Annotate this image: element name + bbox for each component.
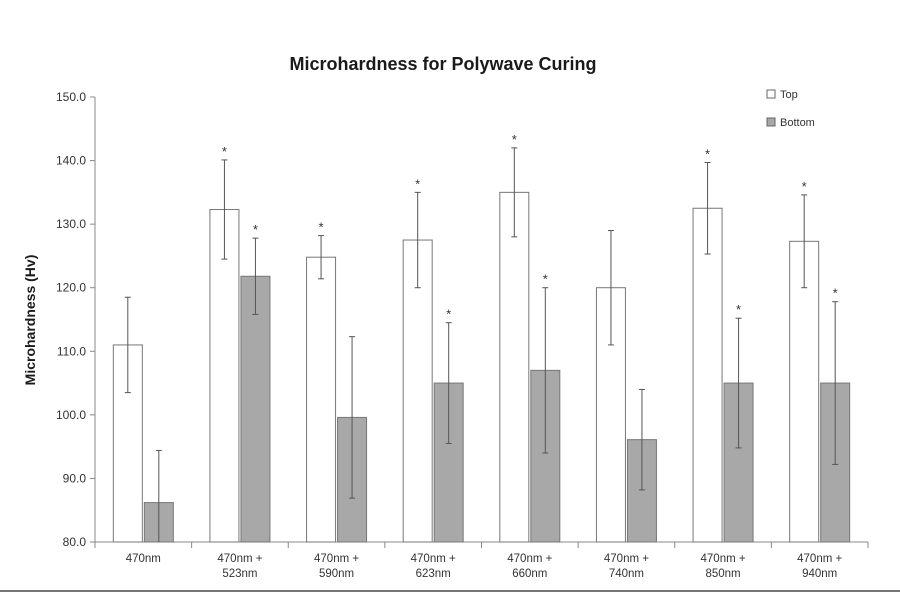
x-category-label: 590nm: [319, 568, 354, 580]
labels-layer: 80.0 90.0 100.0 110.0 120.0 130.0 140.0 150.0 * *…: [56, 90, 843, 580]
significance-marker: *: [833, 286, 838, 301]
significance-marker: *: [705, 146, 710, 161]
legend-swatch-bottom: [766, 117, 776, 127]
x-category-label: 470nm +: [217, 553, 262, 565]
legend-label-top: Top: [780, 89, 798, 101]
x-category-label: 470nm +: [314, 553, 359, 565]
y-axis-label: Microhardness (Hv): [22, 255, 38, 386]
x-category-label: 623nm: [416, 568, 451, 580]
significance-marker: *: [512, 132, 517, 147]
legend: Top Bottom: [766, 89, 815, 129]
significance-marker: *: [253, 222, 258, 237]
significance-marker: *: [802, 179, 807, 194]
bar-top: [692, 207, 723, 543]
significance-marker: *: [319, 220, 324, 235]
x-category-label: 470nm +: [604, 553, 649, 565]
y-tick-label: 140.0: [56, 154, 86, 168]
x-category-label: 850nm: [705, 568, 740, 580]
significance-marker: *: [543, 272, 548, 287]
x-category-label: 940nm: [802, 568, 837, 580]
y-tick-label: 150.0: [56, 90, 86, 104]
x-category-label: 523nm: [222, 568, 257, 580]
bar-top: [402, 239, 433, 543]
significance-marker: *: [736, 302, 741, 317]
significance-marker: *: [446, 307, 451, 322]
x-category-label: 470nm +: [411, 553, 456, 565]
bars-layer: [112, 147, 851, 543]
bar-bottom: [240, 275, 271, 543]
bar-top: [499, 191, 530, 543]
x-category-label: 660nm: [512, 568, 547, 580]
y-tick-label: 120.0: [56, 281, 86, 295]
bar-top: [306, 256, 337, 543]
chart-title: Microhardness for Polywave Curing: [289, 54, 596, 74]
x-category-label: 470nm +: [797, 553, 842, 565]
y-tick-label: 110.0: [57, 344, 86, 358]
bar-top: [209, 209, 240, 543]
y-tick-label: 130.0: [56, 217, 86, 231]
x-category-label: 470nm +: [507, 553, 552, 565]
x-category-label: 470nm: [126, 553, 161, 565]
legend-label-bottom: Bottom: [780, 117, 815, 129]
x-category-label: 470nm +: [701, 553, 746, 565]
x-category-label: 740nm: [609, 568, 644, 580]
y-tick-label: 90.0: [63, 471, 87, 485]
significance-marker: *: [415, 176, 420, 191]
y-tick-label: 100.0: [56, 408, 86, 422]
bar-top: [789, 240, 820, 543]
legend-swatch-top: [766, 89, 776, 99]
y-tick-label: 80.0: [63, 535, 87, 549]
significance-marker: *: [222, 144, 227, 159]
